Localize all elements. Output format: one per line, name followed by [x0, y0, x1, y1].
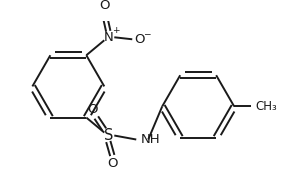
Text: CH₃: CH₃ [255, 100, 277, 113]
Text: S: S [104, 128, 113, 143]
Text: +: + [112, 26, 119, 35]
Text: O: O [99, 0, 109, 12]
Text: O: O [87, 103, 97, 116]
Text: O: O [134, 33, 144, 46]
Text: N: N [103, 31, 113, 44]
Text: NH: NH [140, 133, 160, 146]
Text: O: O [107, 157, 117, 170]
Text: −: − [143, 29, 150, 38]
